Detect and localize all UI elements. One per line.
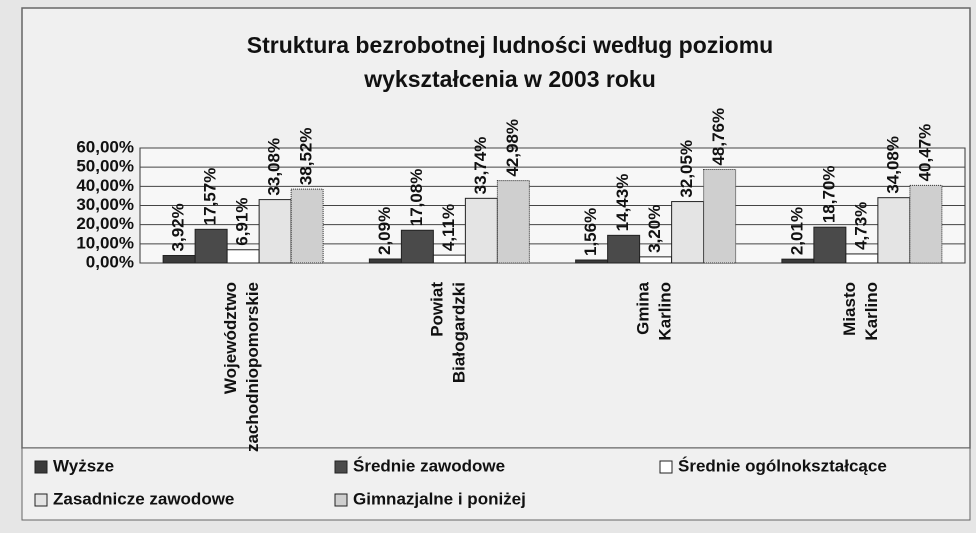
y-tick-label: 20,00% bbox=[76, 214, 134, 233]
x-tick-label-line: Miasto bbox=[840, 282, 859, 336]
value-label: 33,08% bbox=[265, 138, 284, 196]
value-label: 2,09% bbox=[375, 207, 394, 255]
value-label: 32,05% bbox=[677, 140, 696, 198]
x-tick-label-line: Powiat bbox=[428, 282, 447, 337]
bar bbox=[400, 229, 434, 264]
bar bbox=[162, 254, 196, 264]
bar bbox=[432, 254, 466, 264]
value-label: 6,91% bbox=[233, 198, 252, 246]
y-tick-label: 30,00% bbox=[76, 195, 134, 214]
value-label: 40,47% bbox=[915, 124, 934, 182]
y-tick-label: 60,00% bbox=[76, 137, 134, 156]
value-label: 48,76% bbox=[709, 108, 728, 166]
bar bbox=[464, 197, 498, 264]
bar bbox=[909, 184, 943, 264]
x-tick-label-line: Karlino bbox=[656, 282, 675, 341]
bar bbox=[575, 259, 609, 264]
x-tick-label: Województwo zachodniopomorskie bbox=[222, 282, 263, 452]
value-label: 1,56% bbox=[581, 208, 600, 256]
x-tick-label: Powiat Białogardzki bbox=[428, 282, 469, 383]
value-label: 38,52% bbox=[297, 127, 316, 185]
bar bbox=[226, 249, 260, 264]
value-label: 2,01% bbox=[787, 207, 806, 255]
x-tick-label: Gmina Karlino bbox=[634, 281, 675, 340]
chart-title: Struktura bezrobotnej ludności według po… bbox=[246, 32, 774, 92]
value-label: 4,73% bbox=[851, 202, 870, 250]
legend-frame bbox=[21, 447, 971, 521]
legend-swatch bbox=[34, 493, 48, 507]
bar bbox=[877, 197, 911, 264]
value-label: 17,57% bbox=[201, 168, 220, 226]
bar bbox=[671, 201, 705, 264]
bar bbox=[845, 253, 879, 264]
value-label: 4,11% bbox=[439, 204, 458, 251]
legend-label: Średnie zawodowe bbox=[353, 456, 505, 475]
value-label: 3,20% bbox=[645, 205, 664, 253]
legend-swatch bbox=[334, 460, 348, 474]
x-tick-label-line: Gmina bbox=[634, 281, 653, 334]
bar bbox=[703, 169, 737, 264]
value-label: 14,43% bbox=[613, 174, 632, 232]
y-tick-label: 10,00% bbox=[76, 233, 134, 252]
value-label: 18,70% bbox=[819, 165, 838, 223]
value-label: 34,08% bbox=[883, 136, 902, 194]
legend-label: Średnie ogólnokształcące bbox=[678, 456, 887, 475]
legend-label: Wyższe bbox=[53, 456, 114, 475]
bar bbox=[639, 256, 673, 264]
bar bbox=[194, 228, 228, 264]
y-tick-label: 50,00% bbox=[76, 157, 134, 176]
value-label: 3,92% bbox=[169, 203, 188, 251]
bar bbox=[368, 258, 402, 264]
y-tick-label: 0,00% bbox=[86, 252, 134, 271]
bar bbox=[781, 258, 815, 264]
bar bbox=[607, 234, 641, 264]
legend-label: Zasadnicze zawodowe bbox=[53, 489, 234, 508]
bar bbox=[258, 199, 292, 264]
legend-label: Gimnazjalne i poniżej bbox=[353, 489, 526, 508]
x-tick-label-line: Województwo bbox=[222, 282, 241, 394]
bar bbox=[290, 188, 324, 264]
x-tick-label-line: Białogardzki bbox=[450, 282, 469, 383]
value-label: 42,98% bbox=[503, 119, 522, 177]
legend-swatch bbox=[334, 493, 348, 507]
value-label: 17,08% bbox=[407, 169, 426, 227]
value-label: 33,74% bbox=[471, 137, 490, 195]
x-tick-label-line: Karlino bbox=[862, 282, 881, 341]
x-tick-label-line: zachodniopomorskie bbox=[244, 282, 263, 452]
x-tick-label: Miasto Karlino bbox=[840, 282, 881, 341]
bar bbox=[813, 226, 847, 264]
legend-swatch bbox=[34, 460, 48, 474]
legend-swatch bbox=[659, 460, 673, 474]
y-tick-label: 40,00% bbox=[76, 176, 134, 195]
bar bbox=[496, 180, 530, 264]
